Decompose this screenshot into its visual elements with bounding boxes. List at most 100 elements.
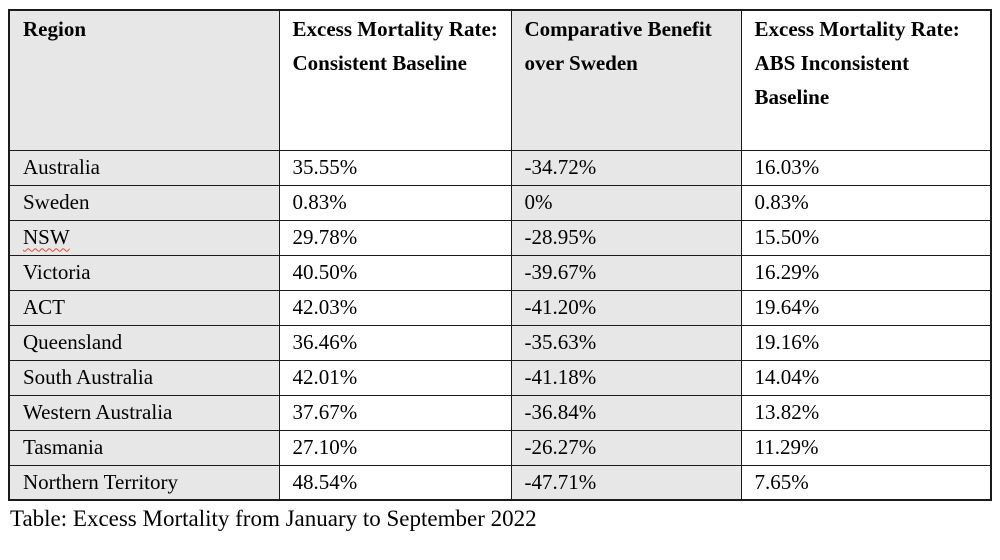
excess-mortality-table: Region Excess Mortality Rate: Consistent… bbox=[8, 9, 992, 501]
cell-text: 36.46% bbox=[292, 329, 358, 354]
cell-consistent-baseline: 42.01% bbox=[278, 359, 512, 396]
cell-consistent-baseline: 27.10% bbox=[278, 429, 512, 466]
cell-text: 35.55% bbox=[292, 154, 358, 179]
cell-text: ACT bbox=[23, 294, 65, 319]
cell-text: 0.83% bbox=[754, 189, 809, 214]
column-header-comparative-benefit: Comparative Benefit over Sweden bbox=[510, 9, 742, 151]
cell-text: Victoria bbox=[23, 259, 91, 284]
cell-comparative-benefit: -41.18% bbox=[510, 359, 742, 396]
table-row: Sweden 0.83% 0% 0.83% bbox=[8, 184, 992, 221]
cell-text: -41.18% bbox=[524, 364, 597, 389]
cell-text: NSW bbox=[23, 224, 70, 249]
cell-abs-inconsistent-baseline: 19.16% bbox=[740, 324, 992, 361]
cell-comparative-benefit: -28.95% bbox=[510, 219, 742, 256]
cell-text: -41.20% bbox=[524, 294, 597, 319]
table-row: NSW 29.78% -28.95% 15.50% bbox=[8, 219, 992, 256]
cell-region: Queensland bbox=[8, 324, 280, 361]
column-header-region: Region bbox=[8, 9, 280, 151]
cell-text: Northern Territory bbox=[23, 469, 179, 494]
cell-abs-inconsistent-baseline: 14.04% bbox=[740, 359, 992, 396]
table-row: Western Australia 37.67% -36.84% 13.82% bbox=[8, 394, 992, 431]
cell-region: Victoria bbox=[8, 254, 280, 291]
cell-consistent-baseline: 37.67% bbox=[278, 394, 512, 431]
cell-abs-inconsistent-baseline: 16.03% bbox=[740, 149, 992, 186]
cell-consistent-baseline: 36.46% bbox=[278, 324, 512, 361]
cell-text: 48.54% bbox=[292, 469, 358, 494]
table-row: ACT 42.03% -41.20% 19.64% bbox=[8, 289, 992, 326]
cell-text: 40.50% bbox=[292, 259, 358, 284]
cell-text: -35.63% bbox=[524, 329, 597, 354]
cell-abs-inconsistent-baseline: 13.82% bbox=[740, 394, 992, 431]
table-row: Australia 35.55% -34.72% 16.03% bbox=[8, 149, 992, 186]
cell-text: -34.72% bbox=[524, 154, 597, 179]
cell-text: South Australia bbox=[23, 364, 154, 389]
cell-text: -36.84% bbox=[524, 399, 597, 424]
cell-region: Western Australia bbox=[8, 394, 280, 431]
cell-comparative-benefit: -34.72% bbox=[510, 149, 742, 186]
cell-text: 0% bbox=[524, 189, 553, 214]
cell-text: -39.67% bbox=[524, 259, 597, 284]
cell-consistent-baseline: 29.78% bbox=[278, 219, 512, 256]
cell-text: 13.82% bbox=[754, 399, 820, 424]
cell-abs-inconsistent-baseline: 19.64% bbox=[740, 289, 992, 326]
cell-comparative-benefit: -39.67% bbox=[510, 254, 742, 291]
cell-comparative-benefit: -47.71% bbox=[510, 464, 742, 501]
cell-region: Tasmania bbox=[8, 429, 280, 466]
cell-text: Sweden bbox=[23, 189, 90, 214]
cell-text: 19.64% bbox=[754, 294, 820, 319]
column-header-abs-inconsistent-baseline: Excess Mortality Rate: ABS Inconsistent … bbox=[740, 9, 992, 151]
table-caption: Table: Excess Mortality from January to … bbox=[10, 506, 537, 531]
cell-consistent-baseline: 48.54% bbox=[278, 464, 512, 501]
cell-text: 14.04% bbox=[754, 364, 820, 389]
cell-consistent-baseline: 0.83% bbox=[278, 184, 512, 221]
table-row: Northern Territory 48.54% -47.71% 7.65% bbox=[8, 464, 992, 501]
cell-text: Western Australia bbox=[23, 399, 173, 424]
table-row: South Australia 42.01% -41.18% 14.04% bbox=[8, 359, 992, 396]
column-header-consistent-baseline: Excess Mortality Rate: Consistent Baseli… bbox=[278, 9, 512, 151]
cell-comparative-benefit: -36.84% bbox=[510, 394, 742, 431]
cell-abs-inconsistent-baseline: 11.29% bbox=[740, 429, 992, 466]
cell-comparative-benefit: -35.63% bbox=[510, 324, 742, 361]
cell-text: 0.83% bbox=[292, 189, 347, 214]
cell-text: Tasmania bbox=[23, 434, 104, 459]
cell-text: -26.27% bbox=[524, 434, 597, 459]
cell-text: 42.03% bbox=[292, 294, 358, 319]
cell-region: Australia bbox=[8, 149, 280, 186]
cell-abs-inconsistent-baseline: 15.50% bbox=[740, 219, 992, 256]
cell-text: 27.10% bbox=[292, 434, 358, 459]
table-row: Victoria 40.50% -39.67% 16.29% bbox=[8, 254, 992, 291]
cell-region: NSW bbox=[8, 219, 280, 256]
cell-abs-inconsistent-baseline: 16.29% bbox=[740, 254, 992, 291]
cell-comparative-benefit: 0% bbox=[510, 184, 742, 221]
cell-text: Queensland bbox=[23, 329, 123, 354]
cell-text: 11.29% bbox=[754, 434, 819, 459]
cell-text: -28.95% bbox=[524, 224, 597, 249]
cell-consistent-baseline: 42.03% bbox=[278, 289, 512, 326]
cell-comparative-benefit: -26.27% bbox=[510, 429, 742, 466]
cell-region: ACT bbox=[8, 289, 280, 326]
table-row: Queensland 36.46% -35.63% 19.16% bbox=[8, 324, 992, 361]
cell-text: 16.29% bbox=[754, 259, 820, 284]
cell-consistent-baseline: 35.55% bbox=[278, 149, 512, 186]
cell-region: South Australia bbox=[8, 359, 280, 396]
cell-consistent-baseline: 40.50% bbox=[278, 254, 512, 291]
cell-text: -47.71% bbox=[524, 469, 597, 494]
cell-text: 15.50% bbox=[754, 224, 820, 249]
cell-region: Sweden bbox=[8, 184, 280, 221]
cell-comparative-benefit: -41.20% bbox=[510, 289, 742, 326]
cell-abs-inconsistent-baseline: 0.83% bbox=[740, 184, 992, 221]
cell-text: 42.01% bbox=[292, 364, 358, 389]
cell-abs-inconsistent-baseline: 7.65% bbox=[740, 464, 992, 501]
cell-text: 16.03% bbox=[754, 154, 820, 179]
cell-region: Northern Territory bbox=[8, 464, 280, 501]
document-page: Region Excess Mortality Rate: Consistent… bbox=[8, 9, 992, 531]
header-row: Region Excess Mortality Rate: Consistent… bbox=[8, 9, 992, 151]
cell-text: 19.16% bbox=[754, 329, 820, 354]
table-header: Region Excess Mortality Rate: Consistent… bbox=[8, 9, 992, 151]
cell-text: 37.67% bbox=[292, 399, 358, 424]
cell-text: 29.78% bbox=[292, 224, 358, 249]
cell-text: 7.65% bbox=[754, 469, 809, 494]
table-row: Tasmania 27.10% -26.27% 11.29% bbox=[8, 429, 992, 466]
cell-text: Australia bbox=[23, 154, 100, 179]
table-body: Australia 35.55% -34.72% 16.03% Sweden 0.83% 0… bbox=[8, 149, 992, 501]
